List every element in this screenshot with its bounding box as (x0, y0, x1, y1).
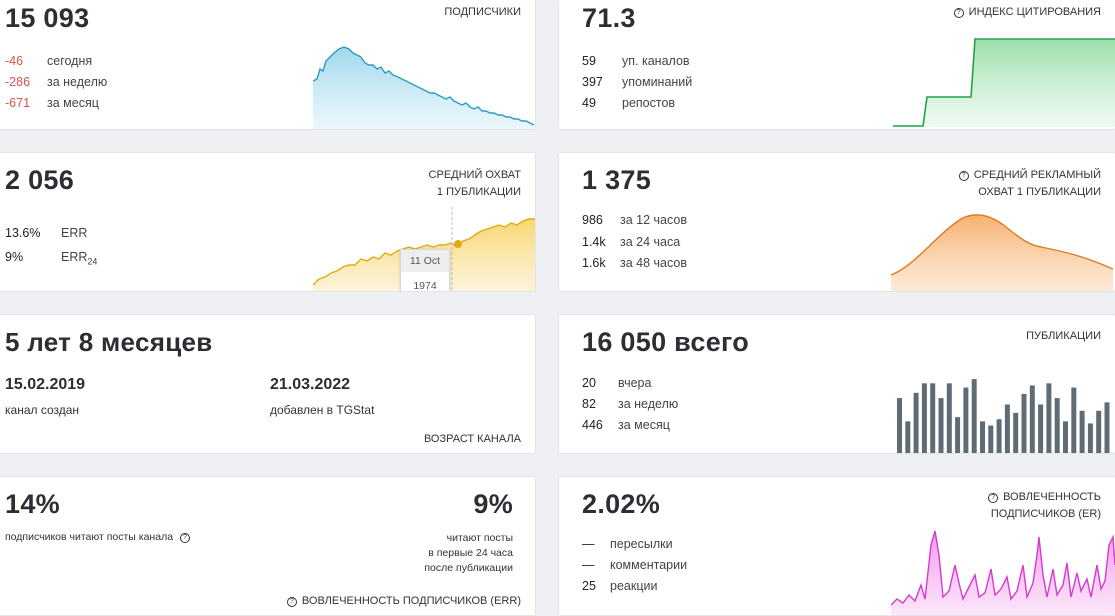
posts-bar (1029, 385, 1035, 453)
help-icon[interactable]: ? (953, 8, 964, 18)
posts-bar (946, 383, 952, 453)
posts-week: 82 за неделю (582, 397, 679, 411)
help-icon[interactable]: ? (988, 493, 999, 503)
readers-card: 14% подписчиков читают посты канала ? 9%… (0, 476, 536, 616)
engagement-forwards: — пересылки (582, 537, 673, 551)
posts-yesterday: 20 вчера (582, 376, 652, 390)
readers-caption: ? ВОВЛЕЧЕННОСТЬ ПОДПИСЧИКОВ (ERR) (286, 593, 521, 610)
posts-bar (1063, 421, 1068, 453)
posts-bar (1038, 404, 1044, 453)
posts-bar (1079, 410, 1085, 453)
channel-age-card: 5 лет 8 месяцев 15.02.2019 канал создан … (0, 314, 536, 454)
help-icon[interactable]: ? (179, 533, 190, 543)
engagement-caption: ? ВОВЛЕЧЕННОСТЬ ПОДПИСЧИКОВ (ER) (988, 489, 1101, 523)
citation-caption: ? ИНДЕКС ЦИТИРОВАНИЯ (953, 4, 1101, 21)
reach-err24: 9% ERR24 (5, 250, 98, 267)
subscribers-card: 15 093 ПОДПИСЧИКИ -46 сегодня -286 за неде… (0, 0, 536, 130)
citation-mentions: 397 упоминаний (582, 75, 693, 89)
posts-bar (1087, 423, 1093, 453)
ad-reach-caption: ? СРЕДНИЙ РЕКЛАМНЫЙ ОХВАТ 1 ПУБЛИКАЦИИ (958, 167, 1101, 201)
created-label: канал создан (5, 403, 80, 417)
engagement-card: 2.02% ? ВОВЛЕЧЕННОСТЬ ПОДПИСЧИКОВ (ER) — п… (558, 476, 1115, 616)
posts-bar (1021, 393, 1027, 453)
posts-bar (1046, 383, 1052, 453)
added-date: 21.03.2022 (270, 376, 351, 393)
posts-card: 16 050 всего ПУБЛИКАЦИИ 20 вчера 82 за нед… (558, 314, 1115, 454)
ad-reach-12h: 986 за 12 часов (582, 213, 687, 227)
posts-bar (980, 421, 985, 453)
help-icon[interactable]: ? (286, 597, 297, 607)
posts-bar (1071, 387, 1077, 453)
subscribers-count: 15 093 (5, 3, 90, 33)
posts-month: 446 за месяц (582, 418, 670, 432)
posts-bar (1104, 402, 1110, 453)
posts-bar (1013, 412, 1019, 453)
readers-percent: 14% (5, 489, 60, 519)
created-date: 15.02.2019 (5, 376, 86, 393)
posts-bar (905, 421, 911, 453)
posts-bar (988, 425, 994, 453)
reach-value: 2 056 (5, 165, 75, 195)
ad-reach-24h: 1.4k за 24 часа (582, 235, 681, 249)
subscribers-sparkline[interactable] (313, 41, 536, 130)
posts-bar (921, 383, 927, 453)
reach-tooltip: 11 Oct 1974 (400, 249, 450, 291)
posts-bar (1096, 410, 1102, 453)
citation-channels: 59 уп. каналов (582, 54, 690, 68)
posts-bar (963, 387, 969, 453)
engagement-sparkline[interactable] (891, 525, 1115, 615)
readers-24h-text: читают посты в первые 24 часа после публ… (424, 532, 513, 574)
posts-bar (938, 398, 944, 453)
channel-age-value: 5 лет 8 месяцев (5, 327, 213, 357)
subscribers-month: -671 за месяц (5, 96, 99, 110)
citation-index: 71.3 (582, 3, 636, 33)
subscribers-today: -46 сегодня (5, 54, 93, 68)
posts-total: 16 050 всего (582, 327, 750, 357)
reach-caption: СРЕДНИЙ ОХВАТ 1 ПУБЛИКАЦИИ (428, 169, 521, 198)
posts-bar (1004, 404, 1010, 453)
ad-reach-48h: 1.6k за 48 часов (582, 256, 687, 270)
posts-bar (955, 417, 961, 453)
engagement-reactions: 25 реакции (582, 579, 658, 593)
reach-card: 2 056 СРЕДНИЙ ОХВАТ 1 ПУБЛИКАЦИИ 13.6% ER… (0, 152, 536, 292)
reach-err: 13.6% ERR (5, 226, 88, 240)
subscribers-week: -286 за неделю (5, 75, 108, 89)
citation-reposts: 49 репостов (582, 96, 676, 110)
channel-age-caption: ВОЗРАСТ КАНАЛА (423, 433, 521, 445)
posts-bar (996, 419, 1002, 453)
citation-sparkline[interactable] (891, 31, 1115, 130)
posts-bar (913, 392, 919, 453)
added-label: добавлен в TGStat (270, 403, 375, 417)
posts-bar (971, 379, 977, 453)
subscribers-caption: ПОДПИСЧИКИ (444, 6, 521, 18)
posts-bar (897, 398, 902, 453)
readers-text: подписчиков читают посты канала ? (5, 531, 195, 543)
citation-card: 71.3 ? ИНДЕКС ЦИТИРОВАНИЯ 59 уп. каналов 3… (558, 0, 1115, 130)
posts-caption: ПУБЛИКАЦИИ (1026, 330, 1101, 342)
engagement-comments: — комментарии (582, 558, 688, 572)
ad-reach-curve[interactable] (891, 205, 1115, 292)
engagement-value: 2.02% (582, 489, 661, 519)
posts-bar (1054, 398, 1060, 453)
posts-bar (930, 383, 936, 453)
help-icon[interactable]: ? (958, 171, 969, 181)
ad-reach-card: 1 375 ? СРЕДНИЙ РЕКЛАМНЫЙ ОХВАТ 1 ПУБЛИКА… (558, 152, 1115, 292)
ad-reach-value: 1 375 (582, 165, 652, 195)
posts-bar-chart[interactable] (897, 373, 1115, 453)
readers-24h-percent: 9% (473, 489, 513, 519)
